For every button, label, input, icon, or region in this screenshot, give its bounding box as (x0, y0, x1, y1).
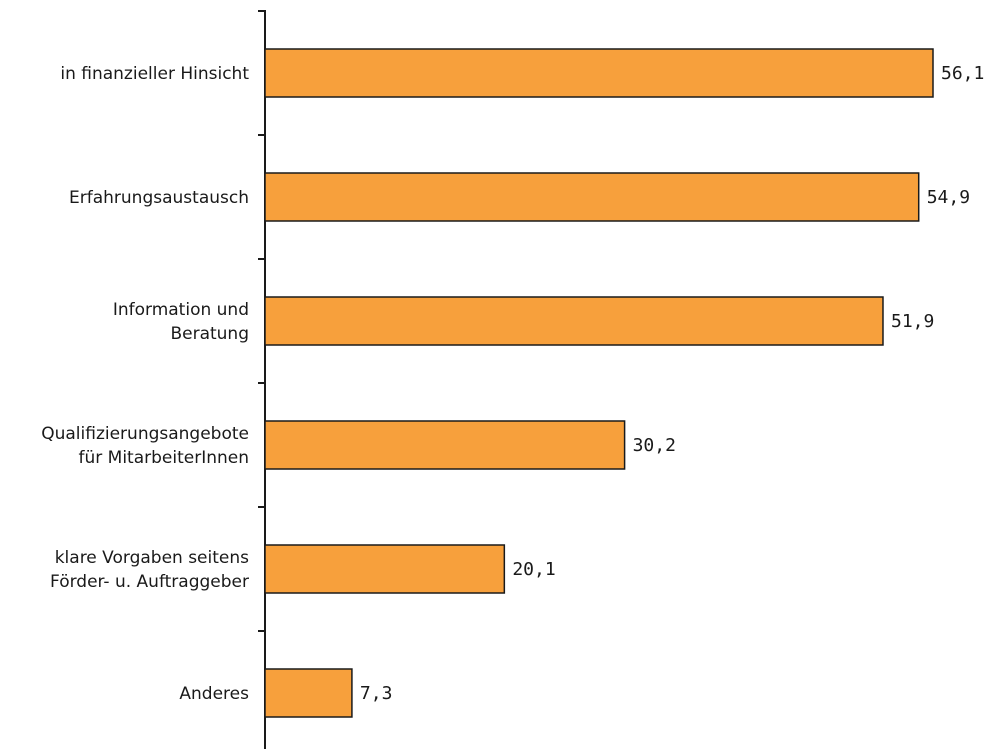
bars (264, 48, 934, 718)
bar (264, 544, 506, 594)
value-label: 20,1 (512, 559, 555, 580)
bar (264, 420, 626, 470)
value-label: 56,1 (941, 63, 984, 84)
y-axis (258, 10, 266, 749)
category-label: Qualifizierungsangebote für MitarbeiterIn… (41, 424, 249, 468)
bar (264, 48, 934, 98)
value-label: 30,2 (633, 435, 676, 456)
bar (264, 172, 920, 222)
value-label: 54,9 (927, 187, 970, 208)
value-label: 51,9 (891, 311, 934, 332)
value-label: 7,3 (360, 683, 393, 704)
category-label: Information und Beratung (113, 300, 249, 344)
category-label: in finanzieller Hinsicht (60, 64, 249, 84)
value-labels: 56,1 54,9 51,9 30,2 20,1 7,3 (360, 63, 984, 704)
category-label: klare Vorgaben seitens Förder- u. Auftrag… (50, 548, 249, 592)
category-label: Anderes (179, 684, 249, 704)
category-label: Erfahrungsaustausch (69, 188, 249, 208)
bar (264, 296, 884, 346)
category-labels: in finanzieller Hinsicht Erfahrungsaustau… (41, 64, 249, 704)
bar (264, 668, 353, 718)
